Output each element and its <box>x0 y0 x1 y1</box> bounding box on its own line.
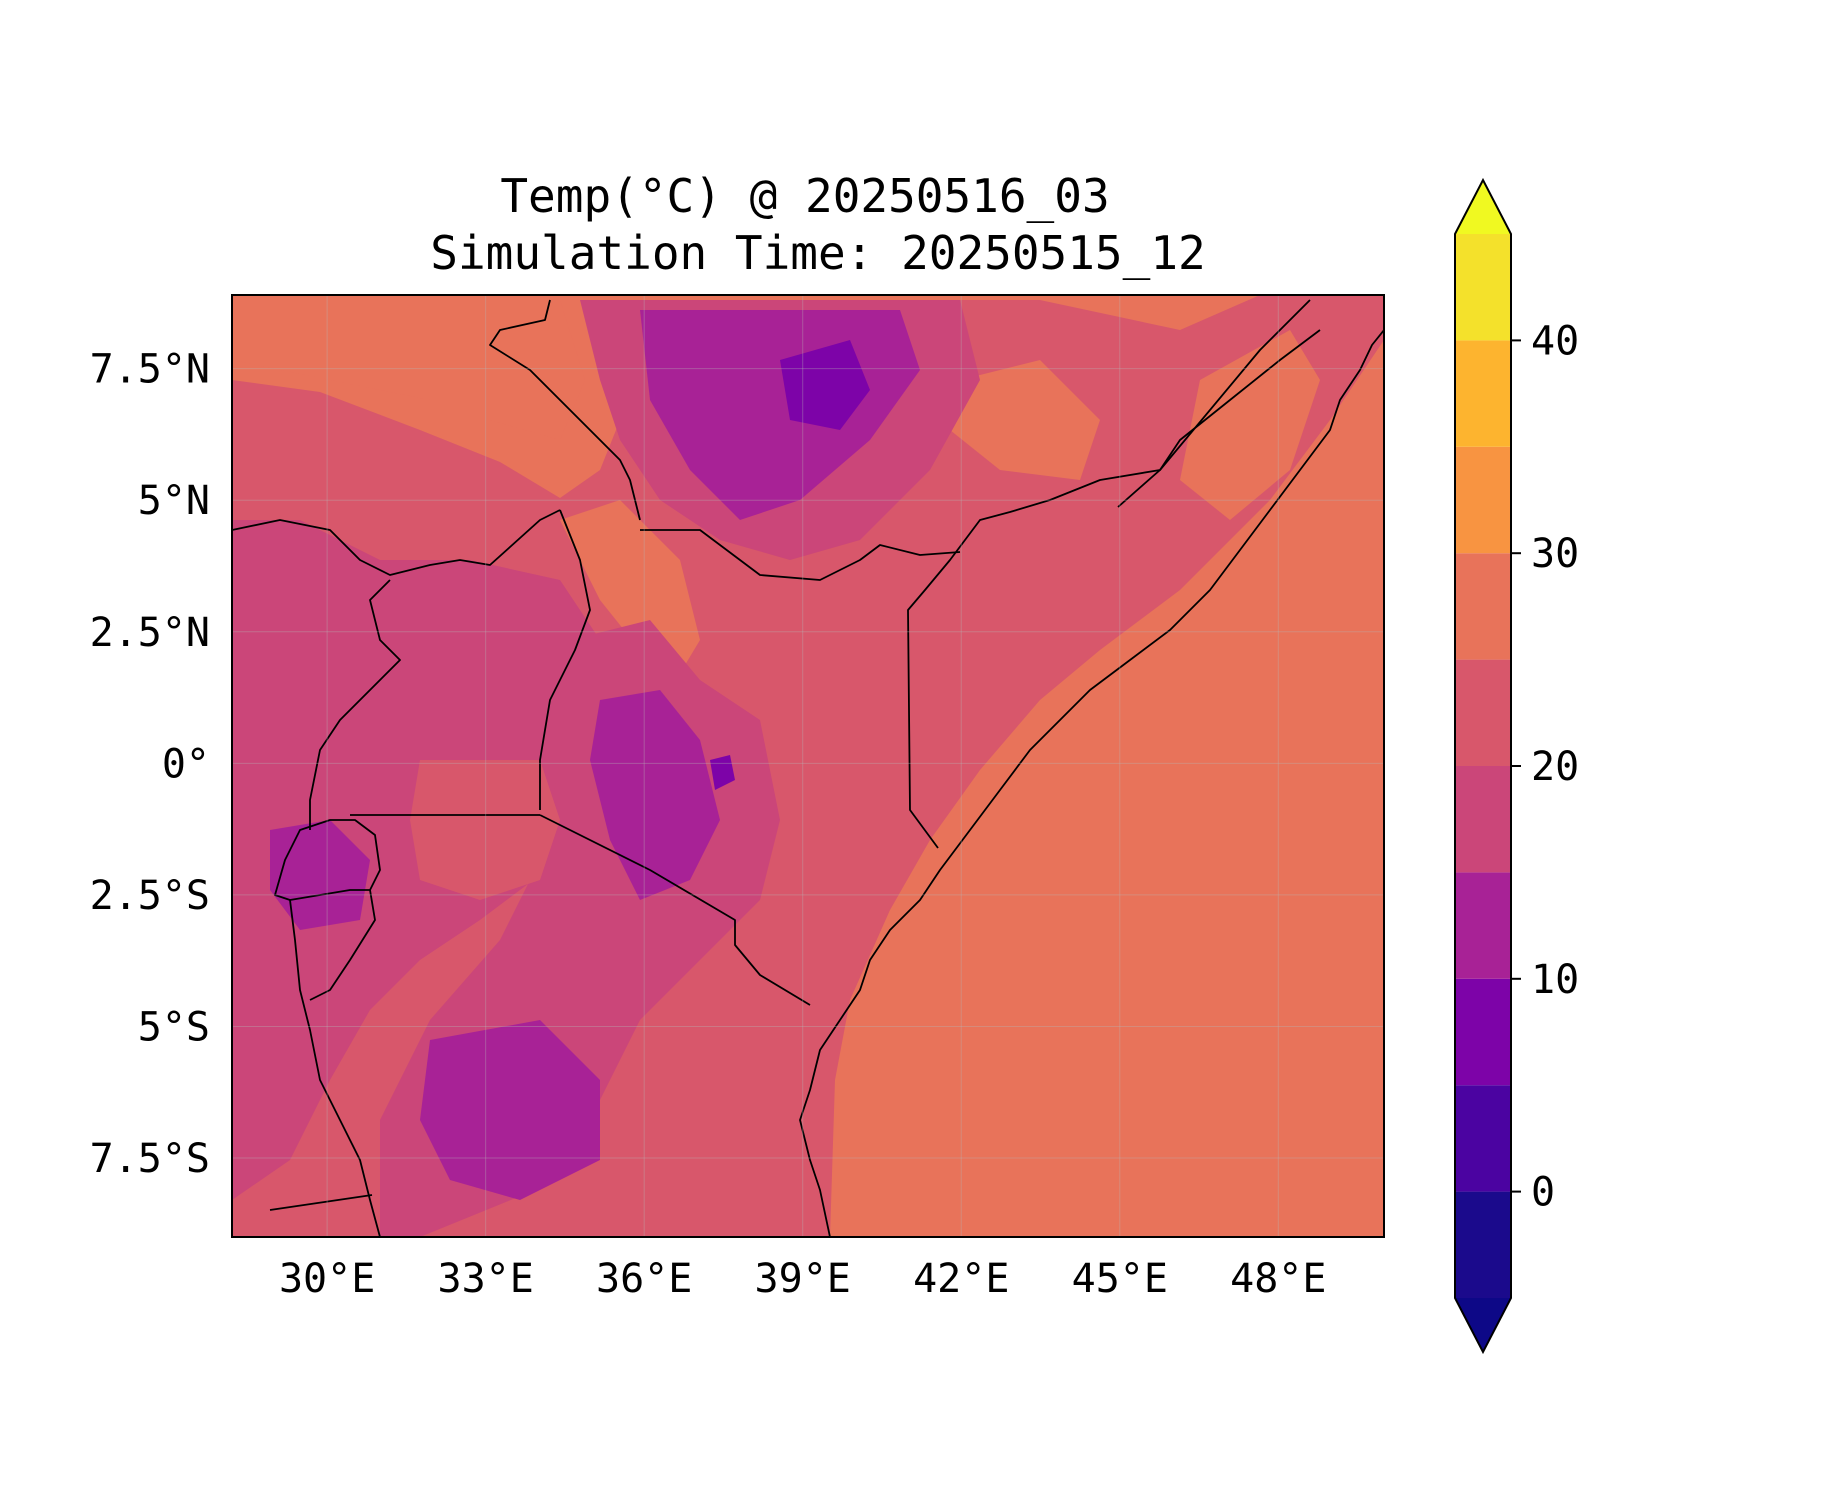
y-tick-label: 5°N <box>138 478 210 524</box>
x-tick-label: 45°E <box>1072 1256 1168 1302</box>
colorbar-segment <box>1455 978 1511 1086</box>
colorbar-segment <box>1455 1191 1511 1298</box>
temp-band-25-30-east <box>950 360 1100 480</box>
temp-band-10-15-tanzania <box>420 1020 600 1200</box>
border-zambia-tanzania <box>269 1194 373 1211</box>
map-panel <box>232 295 1384 1237</box>
x-tick-label: 42°E <box>913 1256 1009 1302</box>
temp-band-20-25-lake <box>410 760 560 900</box>
border-uganda-kenya <box>539 509 591 810</box>
x-tick-label: 30°E <box>279 1256 375 1302</box>
colorbar-under-triangle <box>1455 1298 1511 1352</box>
border-ethiopia-kenya <box>640 529 961 581</box>
x-tick-label: 36°E <box>596 1256 692 1302</box>
map-title-line2: Simulation Time: 20250515_12 <box>430 226 1205 280</box>
map-gridlines <box>232 295 1384 1237</box>
y-tick-label: 0° <box>162 741 210 787</box>
map-title-line1: Temp(°C) @ 20250516_03 <box>500 169 1109 223</box>
colorbar-tick-label: 0 <box>1531 1170 1555 1216</box>
border-tanzania-west <box>289 899 381 1237</box>
x-tick-labels: 30°E 33°E 36°E 39°E 42°E 45°E 48°E <box>279 1256 1327 1302</box>
border-south-sudan-uganda <box>232 509 561 576</box>
colorbar-tick-label: 10 <box>1531 957 1579 1003</box>
colorbar-segment <box>1455 659 1511 766</box>
colorbar-segment <box>1455 872 1511 979</box>
y-tick-label: 2.5°S <box>90 873 210 919</box>
border-ethiopia-somalia <box>1117 329 1321 508</box>
colorbar-segment <box>1455 553 1511 660</box>
y-tick-label: 7.5°S <box>90 1136 210 1182</box>
colorbar-outline <box>1454 177 1512 1355</box>
colorbar-tick-label: 20 <box>1531 744 1579 790</box>
colorbar-segment <box>1455 446 1511 554</box>
colorbar-segment <box>1455 234 1511 341</box>
y-tick-label: 5°S <box>138 1004 210 1050</box>
colorbar: 0 10 20 30 40 <box>1454 177 1579 1355</box>
colorbar-segment <box>1455 766 1511 873</box>
map-frame <box>231 294 1385 1238</box>
x-tick-label: 48°E <box>1230 1256 1326 1302</box>
country-borders <box>232 299 1384 1237</box>
colorbar-tick-label: 30 <box>1531 531 1579 577</box>
colorbar-over-triangle <box>1455 180 1511 234</box>
temp-band-10-15-rwanda <box>270 820 370 930</box>
border-kenya-tanzania <box>539 814 811 1006</box>
y-tick-label: 2.5°N <box>90 610 210 656</box>
border-drc-uganda <box>309 579 401 830</box>
border-kenya-somalia <box>907 299 1311 849</box>
temp-band-15-20-west <box>232 520 600 1200</box>
border-burundi-tanzania <box>309 889 376 1001</box>
coastline <box>799 329 1384 1237</box>
temp-band-5-10-kenya-peak <box>710 755 735 790</box>
temp-band-5-10-ethiopia-peak <box>780 340 870 430</box>
border-rwanda-burundi <box>274 819 381 901</box>
y-tick-label: 7.5°N <box>90 347 210 393</box>
colorbar-tick-label: 40 <box>1531 318 1579 364</box>
temp-band-10-15-kenya <box>590 690 720 900</box>
y-tick-labels: 7.5°N 5°N 2.5°N 0° 2.5°S 5°S 7.5°S <box>90 347 210 1182</box>
border-south-sudan-ethiopia <box>489 299 641 521</box>
colorbar-segment <box>1455 340 1511 447</box>
colorbar-segment <box>1455 1085 1511 1192</box>
temp-band-25-30-somalia <box>1180 330 1320 520</box>
x-tick-label: 33°E <box>437 1256 533 1302</box>
x-tick-label: 39°E <box>755 1256 851 1302</box>
